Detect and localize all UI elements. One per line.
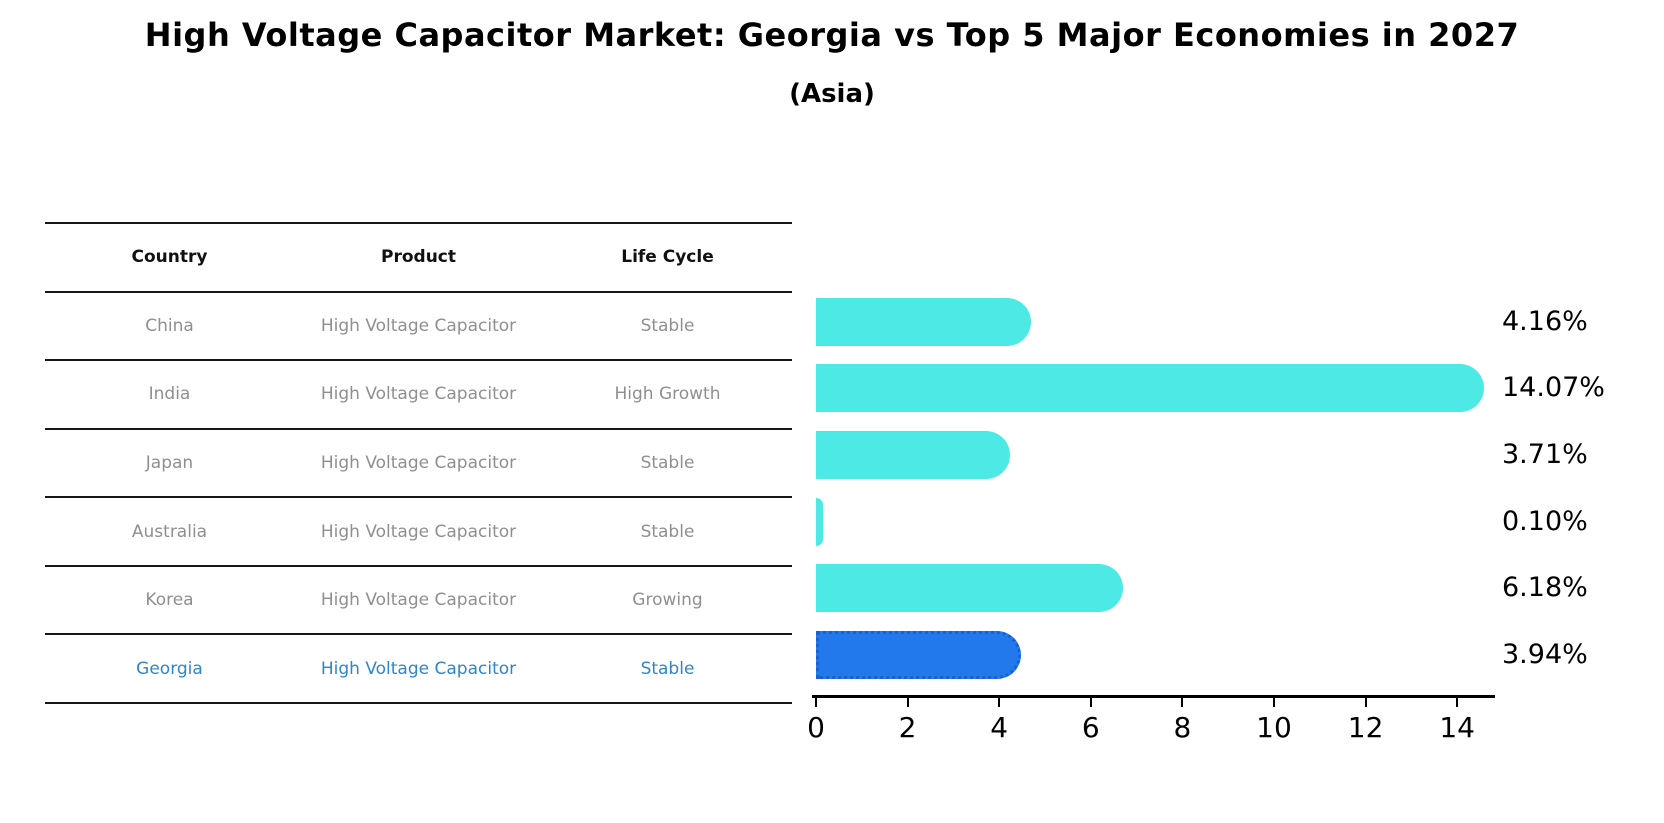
cell-country: Japan — [145, 452, 194, 473]
x-tick-mark-10 — [1273, 697, 1275, 707]
cell-country: Korea — [145, 590, 194, 611]
column-header-country: Country — [131, 247, 208, 268]
cell-product: High Voltage Capacitor — [320, 315, 517, 336]
value-label-korea: 6.18% — [1502, 572, 1588, 604]
value-label-japan: 3.71% — [1502, 439, 1588, 470]
cell-lifecycle: Stable — [640, 521, 695, 542]
bar-china — [816, 297, 1031, 346]
x-tick-mark-8 — [1181, 697, 1184, 707]
x-tick-label-12: 12 — [1347, 711, 1384, 744]
x-tick-label-2: 2 — [898, 711, 917, 744]
cell-country: Australia — [131, 521, 208, 542]
cell-lifecycle: Stable — [640, 658, 695, 679]
x-tick-label-0: 0 — [807, 711, 825, 744]
cell-product: High Voltage Capacitor — [320, 590, 517, 611]
cell-product: High Voltage Capacitor — [320, 452, 517, 473]
cell-country: China — [145, 315, 194, 336]
bar-japan — [816, 431, 1010, 479]
table-row-australia: Australia High Voltage Capacitor Stable — [45, 498, 792, 567]
x-tick-mark-4 — [998, 697, 1001, 707]
x-tick-label-8: 8 — [1173, 711, 1192, 744]
table-row-china: China High Voltage Capacitor Stable — [45, 293, 792, 362]
column-header-lifecycle: Life Cycle — [621, 247, 714, 268]
table-header-row: Country Product Life Cycle — [45, 224, 792, 293]
x-tick-label-4: 4 — [990, 711, 1009, 744]
x-tick-mark-12 — [1364, 697, 1367, 707]
x-tick-mark-14 — [1456, 697, 1459, 707]
x-tick-mark-2 — [906, 697, 909, 707]
chart-title: High Voltage Capacitor Market: Georgia v… — [144, 16, 1520, 54]
x-tick-label-14: 14 — [1439, 711, 1475, 744]
cell-lifecycle: High Growth — [614, 384, 721, 405]
cell-country: Georgia — [136, 658, 203, 679]
x-tick-mark-0 — [815, 697, 817, 707]
cell-lifecycle: Stable — [640, 452, 695, 473]
value-label-india: 14.07% — [1502, 372, 1605, 404]
table-row-japan: Japan High Voltage Capacitor Stable — [45, 430, 792, 499]
value-label-georgia: 3.94% — [1502, 638, 1588, 670]
table-row-india: India High Voltage Capacitor High Growth — [45, 361, 792, 430]
value-label-australia: 0.10% — [1502, 505, 1588, 537]
bar-korea — [816, 564, 1123, 613]
column-header-product: Product — [381, 247, 456, 268]
cell-country: India — [148, 384, 191, 405]
chart-subtitle: (Asia) — [789, 79, 875, 109]
cell-lifecycle: Stable — [640, 315, 695, 336]
x-tick-label-10: 10 — [1256, 711, 1292, 744]
x-tick-mark-6 — [1089, 697, 1092, 707]
x-tick-label-6: 6 — [1081, 711, 1100, 744]
country-table: Country Product Life Cycle China High Vol… — [45, 222, 792, 704]
cell-product: High Voltage Capacitor — [320, 658, 517, 679]
x-axis-line — [812, 695, 1495, 698]
value-label-china: 4.16% — [1502, 305, 1588, 337]
bar-india — [816, 364, 1485, 413]
table-row-korea: Korea High Voltage Capacitor Growing — [45, 567, 792, 636]
bar-australia — [816, 497, 823, 546]
table-body: China High Voltage Capacitor Stable India Hi… — [45, 293, 792, 704]
table-row-georgia: Georgia High Voltage Capacitor Stable — [45, 635, 792, 704]
cell-lifecycle: Growing — [632, 590, 703, 611]
cell-product: High Voltage Capacitor — [320, 384, 517, 405]
bar-georgia — [816, 630, 1021, 679]
cell-product: High Voltage Capacitor — [320, 521, 517, 542]
